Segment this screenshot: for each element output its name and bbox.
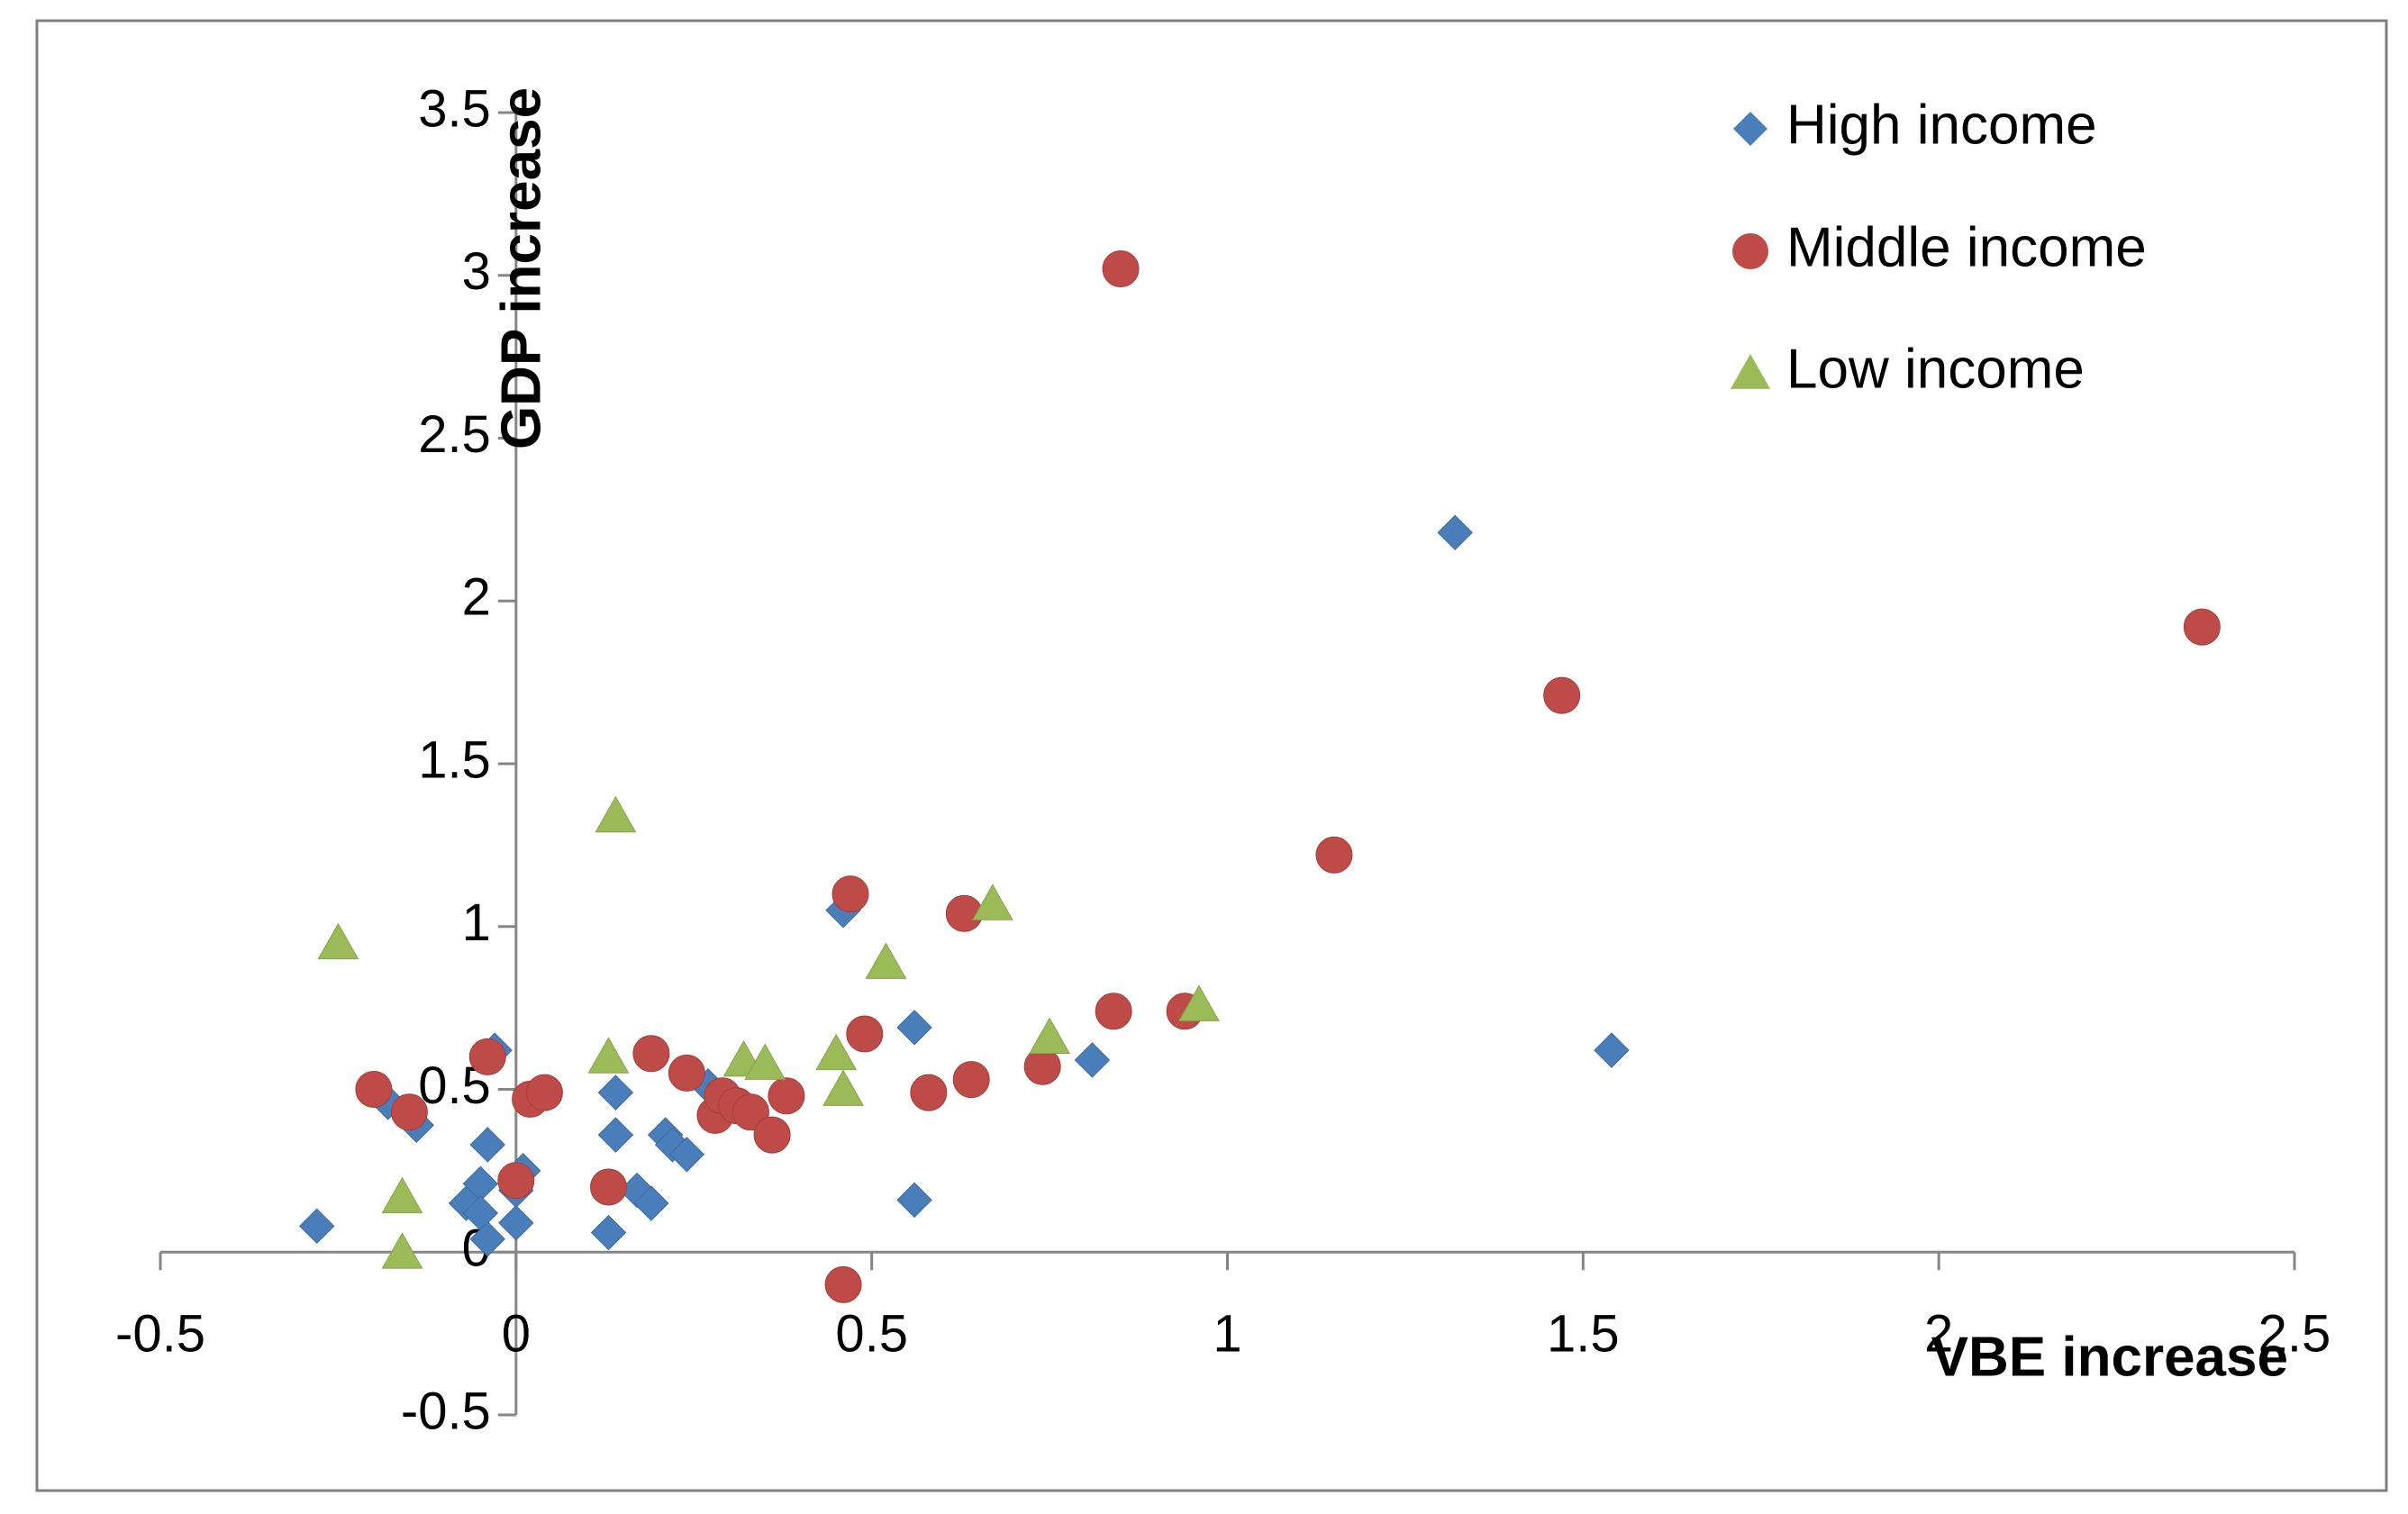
data-point-circle: [731, 1093, 769, 1131]
data-point-diamond: [896, 1182, 932, 1219]
legend-label-middle-income: Middle income: [1786, 216, 2147, 278]
data-point-circle: [355, 1071, 393, 1108]
data-point-triangle: [317, 922, 359, 960]
data-point-circle: [846, 1015, 884, 1053]
y-tick-label: 2.5: [418, 405, 491, 464]
legend-item-high-income: High income: [1733, 94, 2097, 156]
y-tick-label: 1: [462, 893, 491, 952]
legend: High income Middle income Low income: [1730, 94, 2147, 400]
data-point-circle: [1095, 993, 1132, 1030]
data-point-circle: [668, 1054, 705, 1092]
data-point-circle: [1023, 1047, 1061, 1085]
data-point-diamond: [590, 1214, 627, 1251]
data-point-diamond: [299, 1208, 335, 1245]
series-middle-income: [355, 250, 2221, 1303]
data-point-triangle: [1029, 1017, 1070, 1055]
data-point-circle: [497, 1162, 535, 1200]
data-point-circle: [1315, 836, 1353, 874]
data-point-circle: [910, 1074, 948, 1111]
legend-item-low-income: Low income: [1730, 338, 2085, 400]
legend-marker-triangle: [1730, 354, 1771, 389]
tick-marks: [159, 111, 2296, 1417]
data-point-diamond: [1594, 1032, 1630, 1068]
series-low-income: [317, 795, 1220, 1269]
data-point-diamond: [633, 1185, 669, 1221]
data-point-diamond: [597, 1117, 634, 1153]
data-point-diamond: [597, 1074, 634, 1111]
x-tick-label: 2.5: [2258, 1304, 2331, 1363]
chart-frame: [35, 19, 2388, 1492]
data-point-triangle: [1178, 984, 1220, 1021]
data-point-triangle: [972, 884, 1013, 920]
data-point-diamond: [469, 1221, 505, 1257]
tick-labels: -0.5 0 0.5 1 1.5 2 2.5-0.500.511.522.533.5: [115, 79, 2331, 1440]
data-point-diamond: [469, 1127, 505, 1163]
data-point-circle: [632, 1035, 670, 1073]
data-point-diamond: [896, 1010, 932, 1046]
data-point-circle: [1102, 250, 1140, 288]
y-tick-label: 3.5: [418, 79, 491, 138]
data-point-triangle: [381, 1232, 423, 1269]
data-point-diamond: [1437, 514, 1473, 551]
data-point-circle: [2183, 608, 2221, 646]
x-axis-title: VBE increase: [1931, 1326, 2288, 1388]
data-point-circle: [952, 1061, 990, 1099]
x-tick-label: 0: [502, 1304, 531, 1363]
y-axis-title: GDP increase: [490, 87, 552, 449]
data-point-circle: [753, 1116, 791, 1154]
data-point-circle: [768, 1077, 805, 1115]
data-point-triangle: [587, 1037, 630, 1074]
y-tick-label: 1.5: [418, 730, 491, 789]
data-point-diamond: [1074, 1042, 1111, 1078]
legend-label-high-income: High income: [1786, 94, 2097, 156]
data-point-circle: [589, 1168, 627, 1206]
legend-label-low-income: Low income: [1786, 338, 2085, 400]
data-point-triangle: [822, 1069, 864, 1106]
x-tick-label: 1.5: [1547, 1304, 1620, 1363]
data-point-circle: [1543, 676, 1581, 714]
data-point-triangle: [865, 942, 907, 979]
data-point-triangle: [595, 795, 637, 833]
y-tick-label: 2: [462, 568, 491, 627]
data-point-triangle: [815, 1033, 858, 1071]
data-point-circle: [824, 1265, 862, 1303]
legend-marker-circle: [1732, 233, 1768, 269]
data-point-triangle: [744, 1043, 786, 1080]
data-point-diamond: [498, 1205, 534, 1241]
legend-item-middle-income: Middle income: [1732, 216, 2147, 278]
x-tick-label: -0.5: [115, 1304, 205, 1363]
data-point-circle: [831, 875, 869, 913]
data-point-circle: [390, 1093, 428, 1131]
x-tick-label: 2: [1924, 1304, 1953, 1363]
y-tick-label: -0.5: [401, 1382, 491, 1440]
data-point-diamond: [668, 1137, 705, 1173]
y-tick-label: 3: [462, 242, 491, 301]
x-tick-label: 1: [1213, 1304, 1241, 1363]
data-point-circle: [468, 1038, 506, 1075]
x-tick-label: 0.5: [835, 1304, 908, 1363]
legend-marker-diamond: [1733, 112, 1767, 146]
data-point-circle: [525, 1074, 563, 1111]
data-point-triangle: [381, 1176, 423, 1214]
data-points: [299, 250, 2221, 1303]
